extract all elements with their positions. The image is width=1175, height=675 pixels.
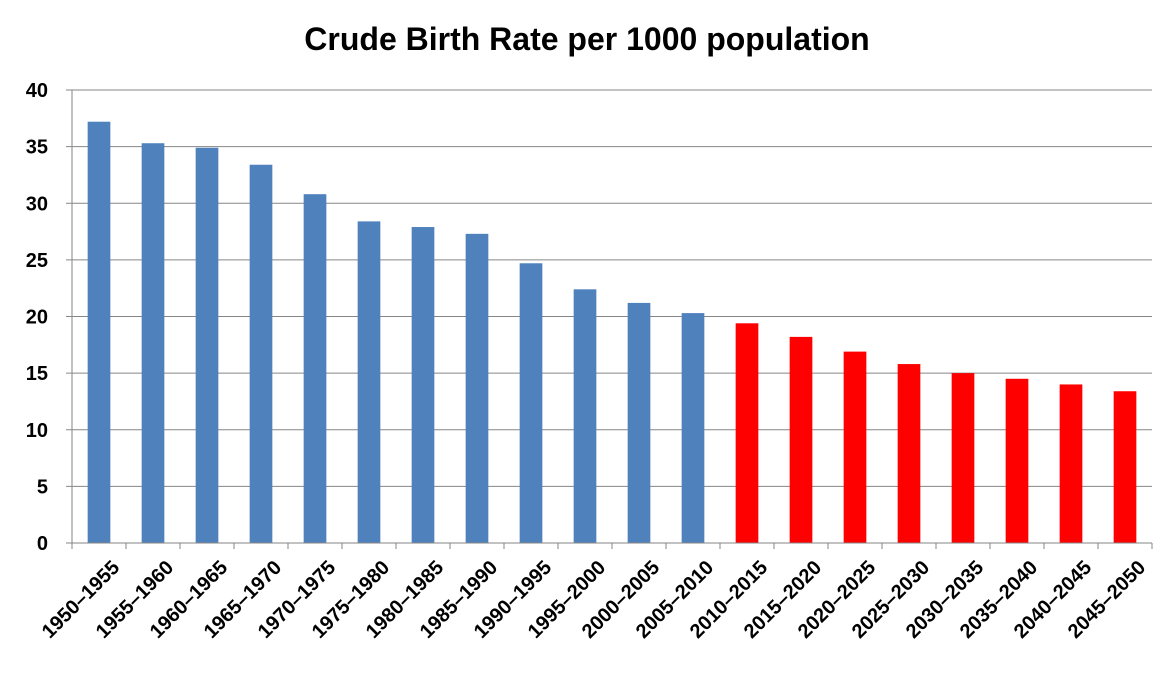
bar-1985–1990 xyxy=(465,233,489,543)
bar-2045–2050 xyxy=(1113,391,1137,543)
bar-2020–2025 xyxy=(843,351,867,543)
axes xyxy=(66,89,1153,549)
y-tick-label: 0 xyxy=(37,533,48,555)
x-axis-tick-labels: 1950–19551955–19601960–19651965–19701970… xyxy=(38,557,1150,643)
bar-1990–1995 xyxy=(519,263,543,543)
bar-2000–2005 xyxy=(627,302,651,543)
y-tick-label: 40 xyxy=(26,80,48,102)
bar-2005–2010 xyxy=(681,313,705,543)
bar-2010–2015 xyxy=(735,323,759,543)
gridlines xyxy=(72,89,1152,487)
chart-title: Crude Birth Rate per 1000 population xyxy=(304,21,869,57)
y-tick-label: 20 xyxy=(26,307,48,329)
bars xyxy=(87,121,1137,544)
bar-1965–1970 xyxy=(249,164,273,543)
y-tick-label: 25 xyxy=(26,250,48,272)
y-tick-label: 15 xyxy=(26,363,48,385)
bar-2040–2045 xyxy=(1059,384,1083,543)
bar-1950–1955 xyxy=(87,121,111,544)
bar-1995–2000 xyxy=(573,289,597,543)
bar-2025–2030 xyxy=(897,364,921,543)
y-axis-tick-labels: 0 5 10 15 20 25 30 35 40 xyxy=(26,80,48,555)
y-tick-label: 5 xyxy=(37,476,48,498)
y-tick-label: 30 xyxy=(26,193,48,215)
bar-2030–2035 xyxy=(951,373,975,543)
bar-1960–1965 xyxy=(195,147,219,543)
y-tick-label: 10 xyxy=(26,420,48,442)
bar-2015–2020 xyxy=(789,336,813,543)
bar-1955–1960 xyxy=(141,143,165,544)
bar-1980–1985 xyxy=(411,227,435,543)
bar-1970–1975 xyxy=(303,194,327,543)
bar-2035–2040 xyxy=(1005,378,1029,543)
bar-1975–1980 xyxy=(357,221,381,543)
y-tick-label: 35 xyxy=(26,137,48,159)
